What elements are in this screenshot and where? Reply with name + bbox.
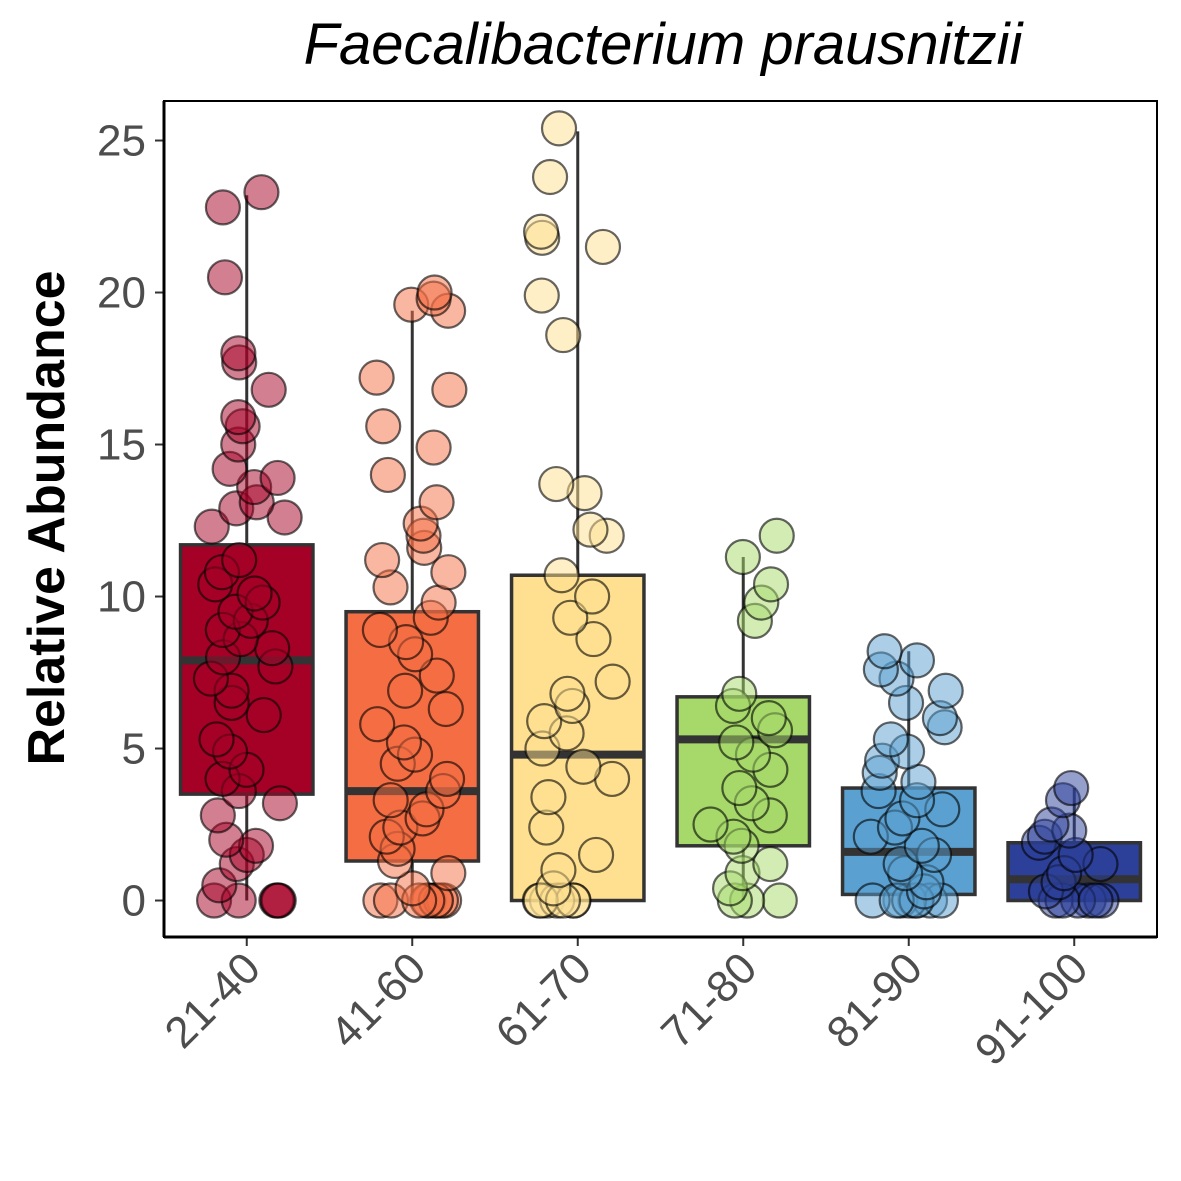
data-point (204, 189, 241, 226)
data-point (752, 566, 790, 603)
y-tick-label: 20 (97, 269, 146, 318)
data-point (565, 748, 602, 785)
data-point (575, 620, 612, 658)
data-point (1053, 769, 1090, 807)
data-point (236, 575, 273, 612)
data-point (430, 855, 467, 892)
data-point (415, 429, 452, 466)
data-point (266, 499, 303, 536)
data-point (1077, 882, 1114, 919)
boxes-layer (178, 131, 1143, 903)
data-point (577, 836, 615, 874)
data-point (523, 277, 560, 314)
data-point (369, 456, 406, 494)
data-point (927, 672, 964, 709)
data-point (540, 852, 577, 889)
data-point (199, 797, 236, 834)
data-point (552, 599, 589, 636)
data-point (866, 633, 903, 670)
data-point (574, 578, 611, 615)
data-point (428, 760, 466, 798)
data-point (220, 335, 257, 372)
x-tick-label: 41-60 (321, 943, 435, 1057)
data-point (584, 228, 622, 266)
y-tick-label: 25 (97, 117, 146, 166)
data-point (193, 508, 230, 545)
data-point (261, 785, 299, 822)
data-point (530, 779, 567, 816)
data-point (259, 459, 296, 497)
data-point (206, 259, 244, 296)
data-point (543, 557, 580, 594)
data-point (416, 274, 453, 311)
x-tick-label: 61-70 (487, 943, 601, 1057)
data-point (758, 517, 795, 554)
y-axis-label: Relative Abundance (18, 270, 76, 765)
data-point (549, 675, 586, 712)
data-point (431, 371, 468, 408)
data-point (245, 696, 282, 734)
data-point (418, 484, 455, 521)
x-tick-label: 21-40 (156, 943, 270, 1057)
data-point (361, 611, 399, 649)
data-point (900, 763, 937, 801)
data-point (721, 769, 758, 807)
points-layer (192, 110, 1120, 919)
data-point (358, 359, 395, 396)
data-point (237, 827, 275, 864)
data-point (220, 399, 257, 436)
data-point (594, 663, 631, 700)
data-point (752, 845, 789, 883)
data-point (359, 706, 396, 743)
data-point (531, 158, 569, 196)
y-axis: 0 5 10 15 20 25 (97, 101, 166, 937)
data-point (198, 721, 235, 758)
data-point (718, 724, 755, 761)
y-tick-label: 5 (122, 725, 146, 774)
data-point (418, 657, 455, 694)
y-tick-label: 15 (97, 421, 146, 470)
data-point (538, 465, 575, 503)
data-point (528, 809, 565, 846)
data-point (540, 110, 578, 147)
data-point (394, 870, 431, 907)
data-point (545, 316, 582, 354)
data-point (724, 538, 761, 576)
data-point (259, 882, 296, 919)
data-point (872, 721, 909, 758)
y-tick-label: 10 (97, 573, 146, 622)
data-point (250, 371, 287, 408)
data-point (692, 806, 729, 843)
data-point (572, 511, 609, 548)
x-tick-label: 71-80 (652, 943, 766, 1057)
x-tick-label: 91-100 (966, 943, 1098, 1075)
data-point (427, 690, 464, 728)
data-point (430, 554, 467, 591)
data-point (364, 541, 401, 579)
data-point (526, 703, 563, 740)
plot-panel-border (163, 100, 1158, 938)
x-axis: 21-40 41-60 61-70 71-80 81-90 91-100 (156, 935, 1157, 1075)
data-point (903, 827, 940, 864)
data-point (372, 782, 409, 819)
data-point (243, 174, 280, 211)
chart-title: Faecalibacterium prausnitzii (304, 12, 1025, 77)
y-tick-label: 0 (122, 877, 146, 926)
data-point (761, 882, 798, 919)
data-point (750, 700, 787, 737)
data-point (385, 724, 423, 761)
data-point (221, 541, 258, 579)
data-point (898, 642, 936, 679)
data-point (254, 630, 291, 667)
data-point (721, 675, 758, 712)
data-point (387, 672, 424, 709)
data-point (420, 584, 457, 621)
x-tick-label: 81-90 (818, 943, 932, 1057)
data-point (522, 213, 560, 250)
data-point (365, 408, 402, 445)
